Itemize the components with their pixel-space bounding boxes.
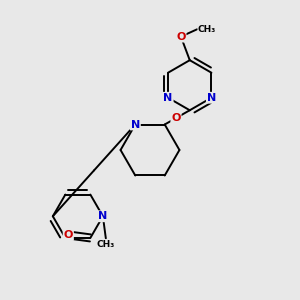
Text: N: N — [98, 211, 107, 221]
Text: O: O — [64, 230, 73, 240]
Text: CH₃: CH₃ — [97, 240, 115, 249]
Text: N: N — [207, 93, 216, 103]
Text: N: N — [131, 119, 140, 130]
Text: CH₃: CH₃ — [198, 25, 216, 34]
Text: N: N — [164, 93, 173, 103]
Text: O: O — [176, 32, 186, 42]
Text: O: O — [171, 113, 181, 123]
